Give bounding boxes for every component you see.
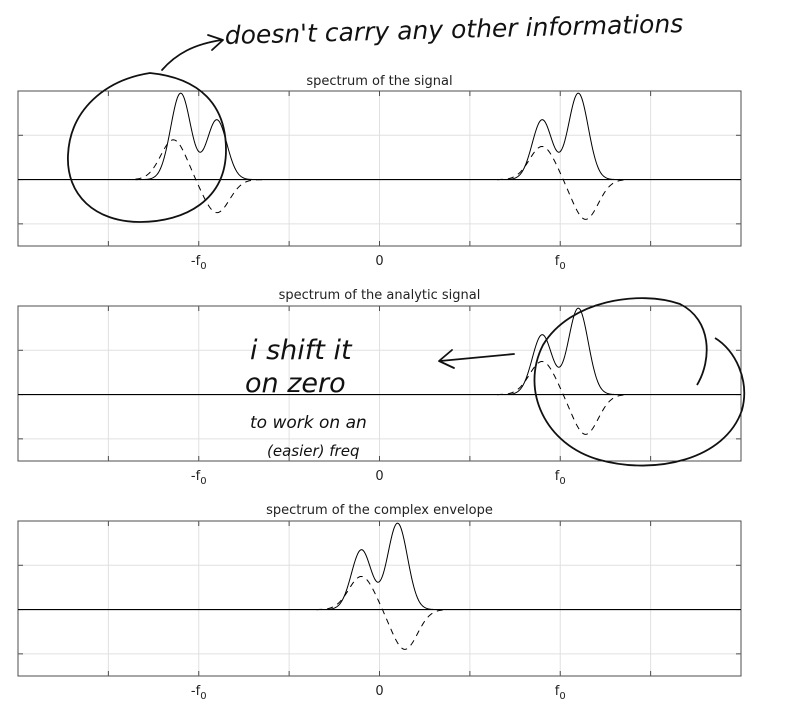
chart-panel-1: spectrum of the signal -f0 0 f0 (17, 74, 742, 272)
x-tick-label: -f0 (191, 254, 207, 272)
annotation-top-note: doesn't carry any other informations (224, 9, 683, 50)
series-dashed-line (316, 575, 443, 650)
annotation-top-arrowhead (207, 34, 224, 51)
annotation-circle-right (533, 297, 746, 467)
x-tick-label: -f0 (191, 469, 207, 487)
annotation-middle-line-4: (easier) freq (267, 442, 359, 460)
chart-panel-3: spectrum of the complex envelope -f0 0 f0 (17, 503, 742, 702)
chart-title: spectrum of the complex envelope (266, 503, 493, 518)
x-tick-label: 0 (375, 684, 383, 699)
annotation-top-arrow (161, 39, 223, 71)
annotation-middle-arrow (439, 353, 515, 362)
series-solid-line (496, 92, 624, 181)
x-tick-label: -f0 (191, 684, 207, 702)
x-tick-label: 0 (375, 254, 383, 269)
annotation-middle-line-2: on zero (245, 368, 346, 399)
chart-title: spectrum of the analytic signal (279, 288, 481, 303)
x-tick-label: f0 (555, 469, 566, 487)
x-tick-label: f0 (555, 684, 566, 702)
annotation-middle-arrowhead (438, 349, 455, 369)
chart-title: spectrum of the signal (306, 74, 452, 89)
x-tick-label: f0 (555, 254, 566, 272)
series-solid-line (135, 92, 263, 181)
series-solid-line (496, 307, 624, 396)
series-solid-line (316, 522, 443, 611)
series-dashed-line (496, 145, 624, 220)
x-tick-label: 0 (375, 469, 383, 484)
handwritten-annotations: doesn't carry any other informations i s… (67, 9, 746, 467)
chart-panel-2: spectrum of the analytic signal -f0 0 f0 (17, 288, 742, 487)
annotation-circle-left (67, 72, 227, 223)
annotation-middle-line-1: i shift it (250, 335, 353, 366)
annotation-middle-line-3: to work on an (250, 413, 367, 433)
series-dashed-line (135, 139, 263, 214)
series-dashed-line (496, 360, 624, 435)
